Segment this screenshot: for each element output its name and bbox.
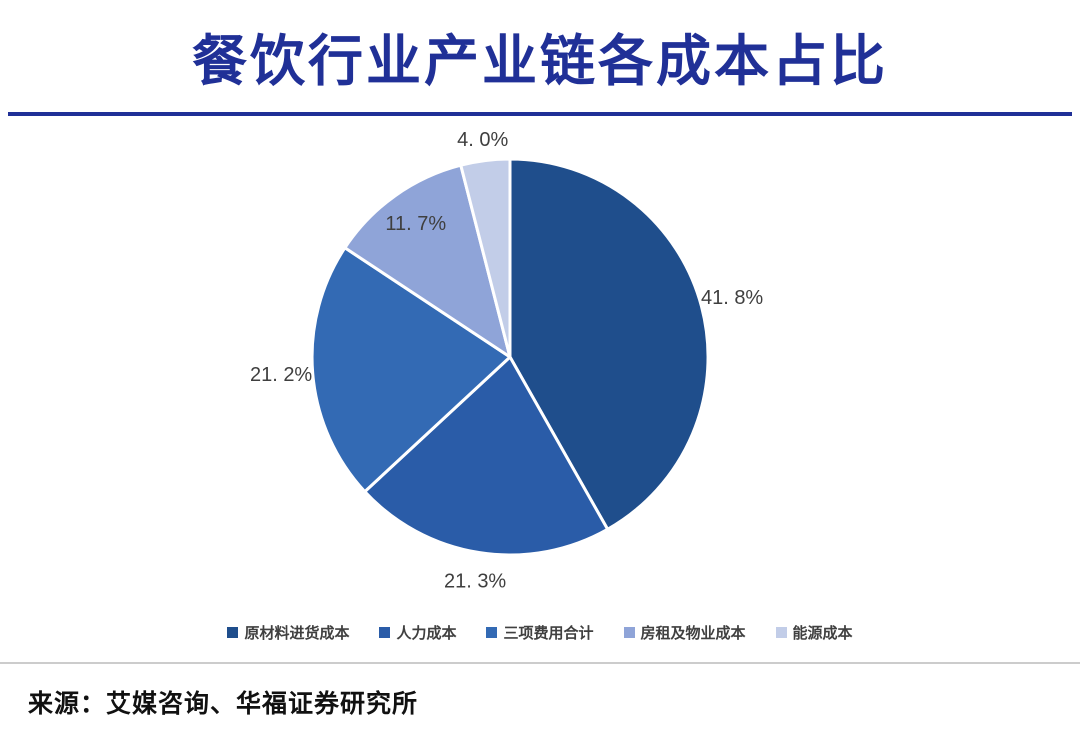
legend: 原材料进货成本 人力成本 三项费用合计 房租及物业成本 能源成本 xyxy=(0,622,1080,643)
legend-swatch-icon xyxy=(486,627,498,638)
pie-value-label-3: 21. 2% xyxy=(250,364,312,386)
legend-item-2: 人力成本 xyxy=(379,622,456,643)
legend-label: 三项费用合计 xyxy=(503,625,594,642)
pie-value-label-5: 4. 0% xyxy=(457,129,508,151)
source-text: 来源：艾媒咨询、华福证券研究所 xyxy=(28,690,419,718)
legend-swatch-icon xyxy=(775,627,787,638)
legend-label: 原材料进货成本 xyxy=(244,625,350,642)
legend-label: 能源成本 xyxy=(792,625,853,642)
pie-value-label-1: 41. 8% xyxy=(701,287,763,309)
pie-slice-1 xyxy=(508,157,710,531)
legend-swatch-icon xyxy=(623,627,635,638)
pie-slice-4 xyxy=(343,163,512,359)
legend-swatch-icon xyxy=(227,627,239,638)
pie-value-label-4: 11. 7% xyxy=(385,213,446,235)
pie-slice-3 xyxy=(310,246,512,494)
legend-item-1: 原材料进货成本 xyxy=(227,622,349,643)
pie-slice-2 xyxy=(363,355,610,557)
title-divider xyxy=(8,112,1072,116)
legend-item-4: 房租及物业成本 xyxy=(623,622,746,643)
legend-label: 房租及物业成本 xyxy=(640,625,746,642)
pie-slice-5 xyxy=(459,157,512,359)
pie-chart: 41. 8% 21. 3% 21. 2% 11. 7% 4. 0% xyxy=(250,129,763,592)
page-title: 餐饮行业产业链各成本占比 xyxy=(191,30,888,92)
pie-value-label-2: 21. 3% xyxy=(444,570,506,592)
source-divider xyxy=(0,662,1080,664)
legend-item-3: 三项费用合计 xyxy=(486,622,594,643)
legend-swatch-icon xyxy=(379,627,391,638)
legend-label: 人力成本 xyxy=(396,625,457,642)
legend-item-5: 能源成本 xyxy=(775,622,853,643)
